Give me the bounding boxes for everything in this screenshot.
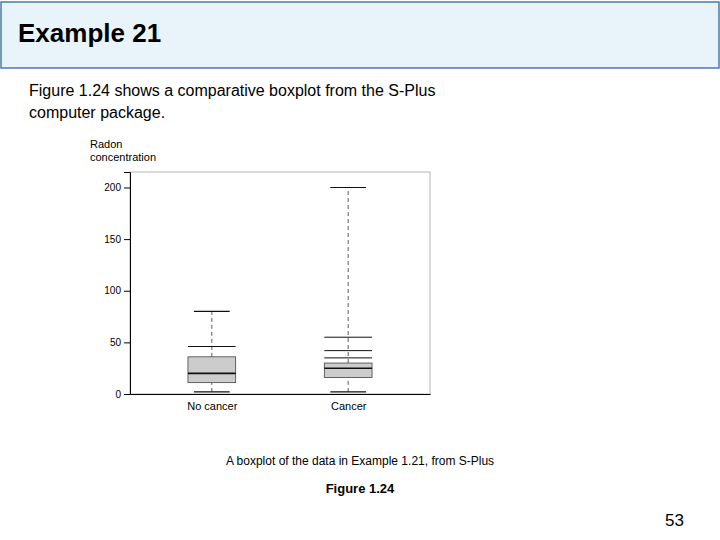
whisker: [211, 311, 212, 356]
description: computer package.: [29, 104, 165, 121]
extra-line: [324, 357, 372, 358]
tick-label: 100: [104, 285, 121, 296]
y-axis: 0 50 100 150 200: [104, 173, 130, 400]
box: [324, 187, 372, 391]
tick-label: 0: [115, 389, 121, 400]
tick-label: 200: [104, 182, 121, 193]
whisker: [348, 187, 349, 363]
tick-label: No cancer: [187, 400, 237, 412]
tick: 0: [115, 389, 130, 400]
tick: 200: [104, 182, 130, 193]
x-axis: No cancer Cancer: [131, 395, 431, 412]
y-axis-title: concentration: [90, 151, 156, 163]
whisker: [348, 377, 349, 391]
whisker-cap: [330, 187, 366, 188]
tick-label: Cancer: [331, 400, 367, 412]
tick-mark: [124, 291, 130, 292]
median: [188, 373, 236, 375]
median: [324, 367, 372, 369]
box: [188, 311, 236, 392]
marks: [188, 187, 372, 391]
plot-frame: [130, 172, 430, 394]
page: Example 21 Figure 1.24 shows a comparativ…: [0, 0, 720, 540]
caption: A boxplot of the data in Example 1.21, f…: [226, 454, 494, 468]
extra-line: [324, 337, 372, 338]
page-number: 53: [665, 511, 684, 530]
description: Figure 1.24 shows a comparative boxplot …: [29, 82, 435, 99]
iqr-box: [188, 357, 236, 383]
whisker-cap: [194, 311, 230, 312]
tick-mark: [124, 187, 130, 188]
header-band: [1, 2, 719, 68]
tick-mark: [124, 239, 130, 240]
whisker: [211, 383, 212, 392]
whisker-cap: [330, 391, 366, 392]
tick-label: 150: [104, 234, 121, 245]
tick: 150: [104, 234, 130, 245]
whisker-cap: [194, 391, 230, 392]
axis-line: [131, 394, 431, 395]
plot: 0 50 100 150 200 No cancer Cancer: [104, 172, 430, 412]
tick: No cancer: [187, 400, 237, 412]
axis-line: [124, 173, 131, 395]
y-axis-title: Radon: [90, 138, 122, 150]
tick: 50: [110, 337, 130, 348]
caption: Figure 1.24: [326, 481, 395, 496]
extra-line: [324, 350, 372, 351]
tick-label: 50: [110, 337, 122, 348]
iqr-box: [324, 363, 372, 377]
extra-line: [188, 346, 236, 347]
tick: 100: [104, 285, 130, 296]
tick: Cancer: [331, 400, 367, 412]
tick-mark: [124, 342, 130, 343]
title: Example 21: [18, 18, 161, 48]
tick-mark: [124, 394, 130, 395]
